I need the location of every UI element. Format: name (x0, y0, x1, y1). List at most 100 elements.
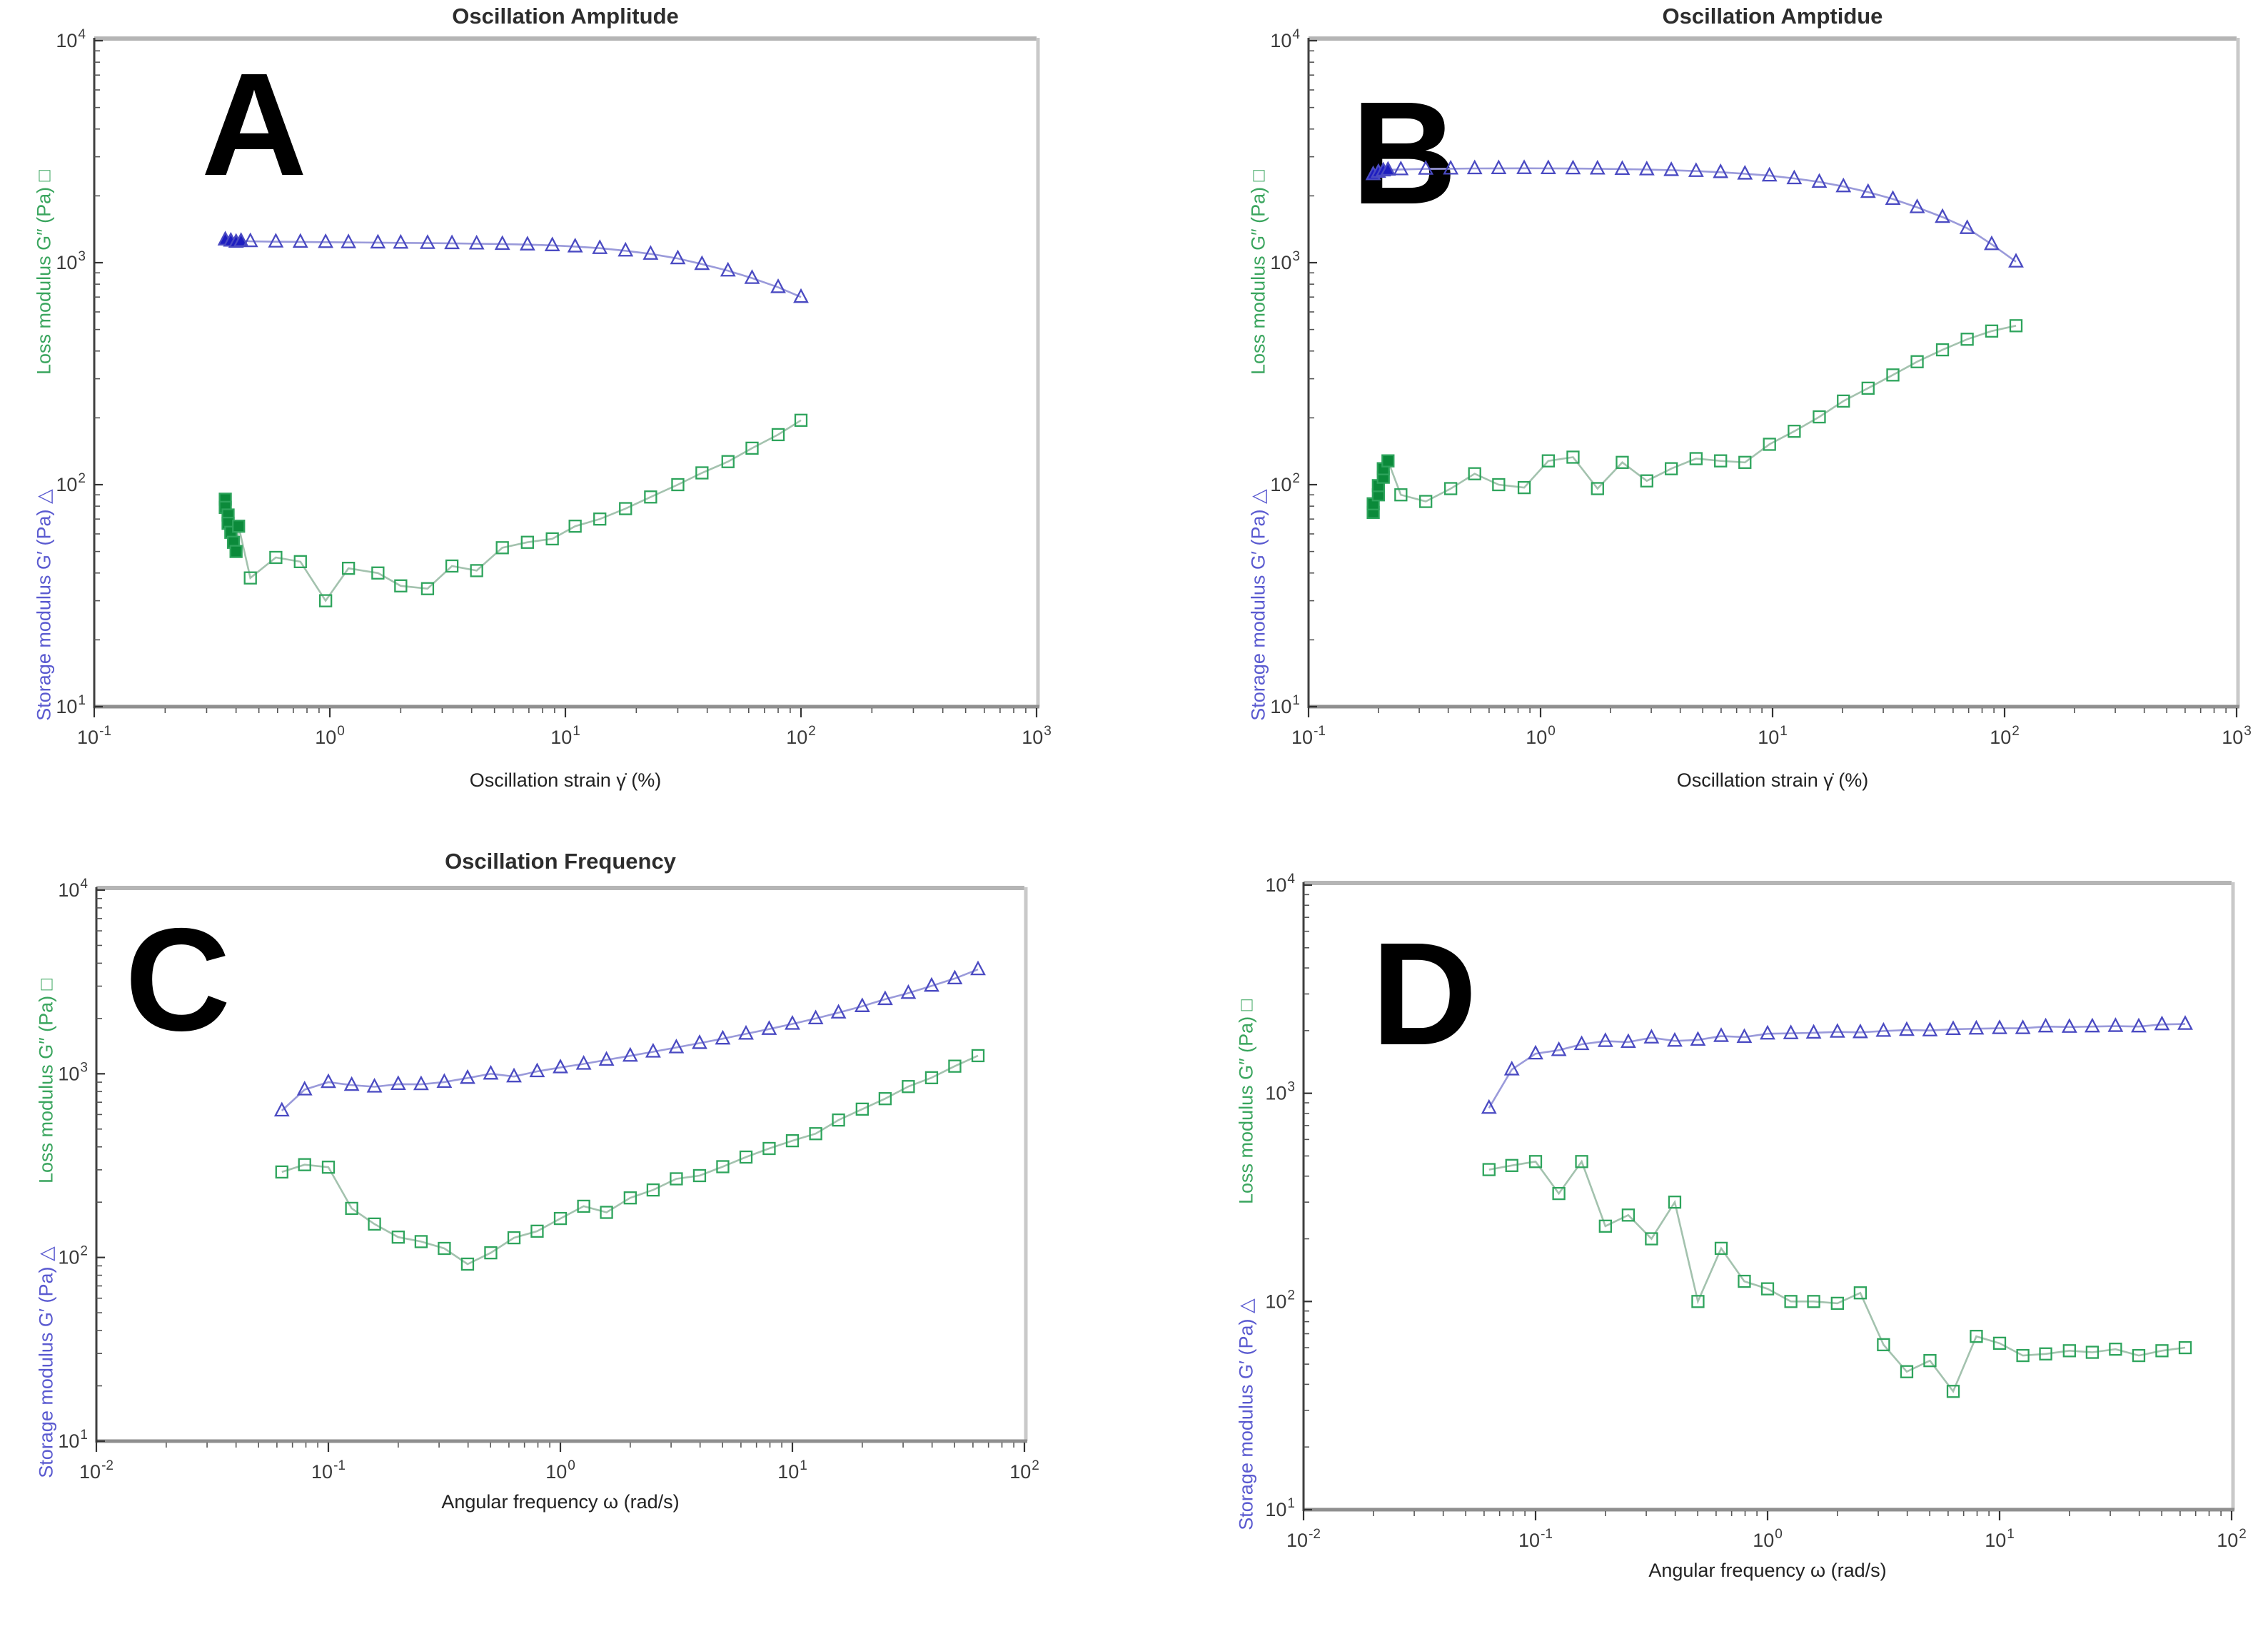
loss-modulus-line (281, 1054, 979, 1266)
triangle-marker (318, 233, 334, 248)
triangle-marker (2107, 1017, 2124, 1032)
square-marker (1788, 425, 1801, 438)
square-marker (855, 1102, 869, 1116)
square-marker (924, 1071, 939, 1084)
x-axis-ticks: 10-1 100 101 102 103 (77, 708, 1052, 748)
triangle-marker (1690, 1031, 1706, 1046)
square-marker (414, 1235, 428, 1248)
triangle-marker (1736, 1028, 1753, 1044)
square-marker (2109, 1343, 2122, 1356)
panel-d-letter: D (1371, 912, 1477, 1076)
triangle-marker (1811, 173, 1828, 188)
loss-modulus-markers (218, 413, 808, 607)
triangle-marker (567, 237, 583, 253)
triangle-marker (273, 1101, 290, 1117)
triangle-marker (233, 232, 249, 247)
triangle-marker (1589, 159, 1606, 175)
square-marker (371, 566, 385, 580)
x-tick-label: 101 (1758, 724, 1788, 748)
triangle-marker (807, 1009, 824, 1025)
panel-a-xlabel: Oscillation strain γ̇ (%) (469, 769, 662, 791)
square-marker (1992, 1336, 2007, 1350)
loss-modulus-line (1372, 325, 2017, 513)
triangle-marker (519, 236, 535, 251)
square-marker (1760, 1282, 1775, 1296)
triangle-marker (598, 1051, 615, 1066)
panel-a: Oscillation Amplitude A Loss modulus G″ … (34, 4, 1052, 791)
triangle-marker (830, 1004, 847, 1019)
x-tick-label: 100 (1526, 724, 1556, 748)
square-marker (2009, 319, 2023, 333)
square-marker (438, 1241, 451, 1256)
square-marker (1960, 333, 1974, 346)
triangle-marker (1614, 160, 1631, 176)
panel-d-xlabel: Angular frequency ω (rad/s) (1648, 1560, 1887, 1581)
triangle-marker (553, 1059, 568, 1074)
storage-modulus-markers (217, 231, 809, 303)
triangle-marker (506, 1067, 522, 1083)
panel-c-letter: C (125, 898, 231, 1061)
x-tick-label: 101 (777, 1458, 807, 1483)
square-marker (1837, 394, 1850, 408)
x-tick-label: 101 (1985, 1527, 2015, 1551)
triangle-marker (1663, 161, 1680, 176)
triangle-marker (393, 233, 409, 249)
triangle-marker (793, 288, 809, 303)
triangle-marker (1852, 1023, 1868, 1039)
square-marker (619, 502, 632, 515)
square-marker (269, 550, 283, 565)
loss-modulus-markers (275, 1049, 985, 1271)
square-marker (1668, 1196, 1682, 1209)
y-tick-label: 103 (1265, 1080, 1295, 1104)
panel-c-xlabel: Angular frequency ω (rad/s) (441, 1491, 680, 1513)
triangle-marker (1835, 177, 1852, 193)
y-tick-label: 102 (1270, 471, 1300, 495)
triangle-marker (341, 233, 357, 248)
storage-modulus-line (1373, 167, 2017, 263)
y-axis-ticks: 101 102 103 104 (1265, 872, 1312, 1520)
square-marker (1640, 474, 1653, 488)
x-axis-ticks: 10-1 100 101 102 103 (1291, 708, 2252, 748)
triangle-marker (1620, 1033, 1636, 1049)
triangle-marker (770, 278, 786, 293)
square-marker (1900, 1365, 1914, 1378)
square-marker (1738, 1274, 1751, 1288)
square-marker (745, 441, 759, 455)
square-marker (878, 1092, 892, 1106)
triangle-marker (1380, 161, 1396, 176)
square-marker (1419, 495, 1433, 508)
panel-a-title: Oscillation Amplitude (452, 4, 679, 29)
x-tick-label: 103 (2222, 724, 2252, 748)
plot-box (93, 36, 1040, 709)
square-marker (2085, 1345, 2100, 1359)
square-marker (1645, 1232, 1658, 1246)
square-marker (1468, 467, 1481, 480)
triangle-marker (1713, 1027, 1729, 1042)
square-marker (1830, 1296, 1844, 1311)
panel-d-chart: 10-2 10-1 100 101 102 101 102 103 104 (1265, 872, 2246, 1551)
triangle-marker (877, 990, 893, 1006)
x-tick-label: 102 (1009, 1458, 1039, 1483)
square-marker (1923, 1354, 1937, 1368)
triangle-marker (483, 1064, 499, 1080)
triangle-marker (366, 1078, 383, 1093)
triangle-marker (529, 1062, 545, 1078)
storage-modulus-line (225, 238, 802, 298)
square-marker (368, 1217, 381, 1231)
square-marker (293, 555, 307, 569)
triangle-marker (1638, 161, 1655, 176)
x-tick-label: 10-2 (1286, 1527, 1321, 1551)
y-tick-label: 101 (56, 693, 86, 717)
loss-modulus-markers (1366, 319, 2023, 520)
triangle-marker (738, 1024, 754, 1040)
triangle-marker (720, 261, 736, 277)
square-marker (345, 1201, 358, 1216)
triangle-marker (1503, 1060, 1520, 1076)
panel-a-chart: 10-1 100 101 102 103 101 102 103 104 (56, 27, 1051, 748)
square-marker (1861, 381, 1875, 395)
square-marker (623, 1191, 637, 1205)
triangle-marker (1418, 160, 1434, 175)
triangle-marker (544, 236, 560, 251)
square-marker (470, 564, 483, 577)
square-marker (420, 582, 435, 595)
